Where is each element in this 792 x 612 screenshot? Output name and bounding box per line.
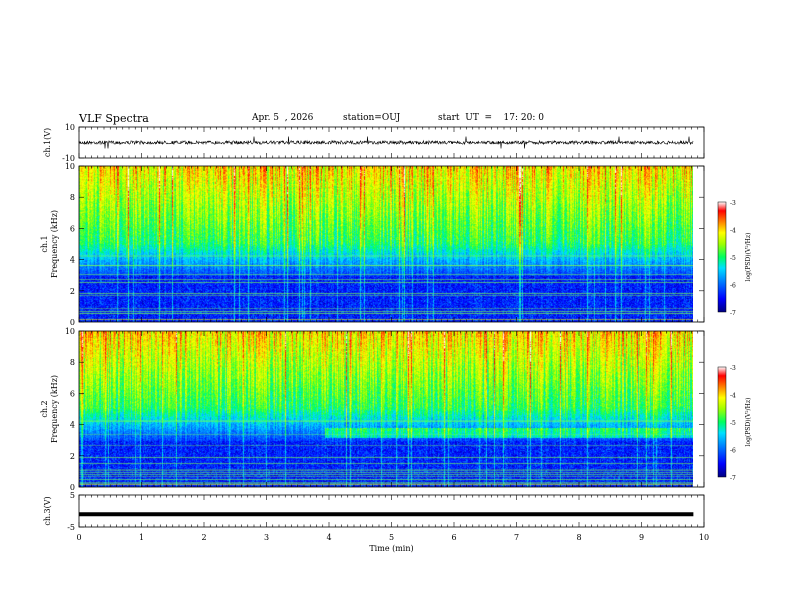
- y-axis-label: Frequency (kHz): [50, 210, 59, 278]
- colorbar-tick-label: -5: [730, 420, 736, 427]
- colorbar: [717, 366, 727, 478]
- colorbar-tick-label: -7: [730, 310, 736, 317]
- y-tick-label: 5: [70, 491, 75, 500]
- y-tick-label: 4: [70, 256, 75, 265]
- station-label: station=OUJ: [343, 113, 401, 123]
- figure-title: VLF Spectra: [79, 112, 149, 125]
- frames-layer: [78, 126, 705, 528]
- y-axis-label: ch.1: [40, 235, 49, 252]
- y-tick-label: 10: [65, 162, 75, 171]
- y-tick-label: 0: [70, 318, 75, 327]
- x-tick-label: 8: [576, 533, 581, 542]
- ch1-waveform: [78, 136, 694, 149]
- ch1-spectrogram: [79, 166, 693, 322]
- colorbar-label: log(PSD)(V²/Hz): [745, 233, 752, 282]
- y-tick-label: 6: [70, 389, 75, 398]
- ch2-spectrogram: [79, 331, 693, 487]
- y-tick-label: 0: [70, 483, 75, 492]
- start-time-label: start UT = 17: 20: 0: [438, 113, 544, 123]
- x-tick-label: 2: [201, 533, 206, 542]
- colorbar-tick-label: -3: [730, 365, 736, 372]
- colorbar-tick-label: -6: [730, 283, 736, 290]
- y-tick-label: 6: [70, 224, 75, 233]
- date-label: Apr. 5 , 2026: [252, 113, 314, 123]
- colorbar-tick-label: -4: [730, 228, 736, 235]
- y-tick-label: 2: [70, 452, 75, 461]
- y-tick-label: -5: [67, 523, 75, 532]
- x-tick-label: 5: [389, 533, 394, 542]
- colorbar-tick-label: -5: [730, 255, 736, 262]
- y-axis-label: ch.1(V): [43, 128, 52, 157]
- y-tick-label: 8: [70, 193, 75, 202]
- x-tick-label: 4: [326, 533, 331, 542]
- colorbar-label: log(PSD)(V²/Hz): [745, 398, 752, 447]
- x-tick-label: 0: [76, 533, 81, 542]
- y-tick-label: 10: [65, 327, 75, 336]
- x-tick-label: 6: [451, 533, 456, 542]
- y-tick-label: 10: [65, 123, 75, 132]
- colorbar-tick-label: -3: [730, 200, 736, 207]
- y-tick-label: -10: [62, 154, 75, 163]
- y-tick-label: 2: [70, 287, 75, 296]
- y-tick-label: 4: [70, 421, 75, 430]
- y-axis-label: ch.3(V): [43, 496, 52, 525]
- x-tick-label: 1: [139, 533, 144, 542]
- colorbar: [717, 201, 727, 313]
- x-tick-label: 3: [264, 533, 269, 542]
- y-tick-label: 8: [70, 358, 75, 367]
- x-axis-label: Time (min): [369, 544, 413, 553]
- colorbar-tick-label: -7: [730, 475, 736, 482]
- x-tick-label: 9: [639, 533, 644, 542]
- colorbar-tick-label: -6: [730, 448, 736, 455]
- x-tick-label: 10: [699, 533, 709, 542]
- colorbar-tick-label: -4: [730, 393, 736, 400]
- x-tick-label: 7: [514, 533, 519, 542]
- spectrogram-layer: [78, 136, 727, 517]
- y-axis-label: ch.2: [40, 400, 49, 417]
- y-axis-label: Frequency (kHz): [50, 375, 59, 443]
